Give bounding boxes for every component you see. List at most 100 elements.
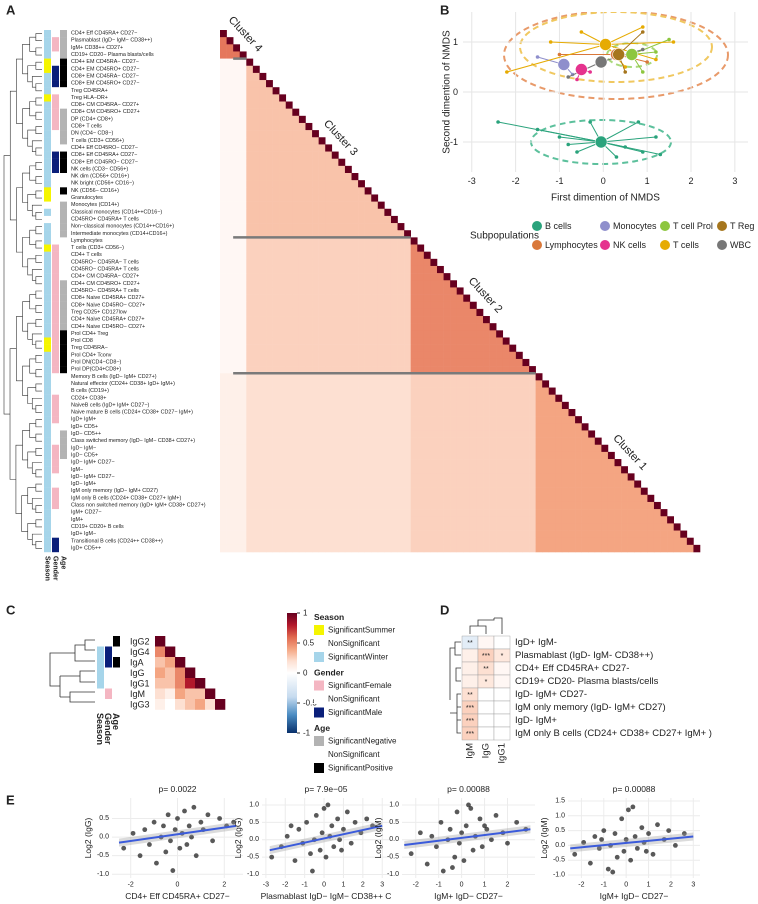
heatmap-cell [259, 94, 267, 102]
heatmap-cell [259, 373, 267, 381]
heatmap-cell [325, 358, 333, 367]
heatmap-cell [272, 201, 280, 210]
heatmap-cell [266, 437, 273, 446]
heatmap-cell [246, 366, 254, 374]
row-label: IgD- IgM+ [515, 715, 557, 726]
heatmap-cell [266, 223, 273, 231]
heatmap-cell [377, 537, 385, 546]
heatmap-cell [390, 294, 398, 303]
legend-label: B cells [545, 221, 572, 231]
point [634, 845, 640, 851]
heatmap-cell [430, 480, 438, 488]
heatmap-cell [607, 459, 615, 467]
dendrogram-branch [35, 111, 42, 120]
heatmap-cell [298, 516, 306, 524]
heatmap-cell [259, 173, 267, 181]
heatmap-cell [430, 337, 438, 345]
heatmap-cell [246, 94, 254, 102]
heatmap-cell [305, 394, 313, 403]
heatmap-cell [575, 509, 582, 517]
heatmap-cell [417, 544, 425, 553]
heatmap-cell [351, 330, 359, 338]
heatmap-cell [239, 330, 247, 338]
heatmap-cell [252, 251, 260, 260]
heatmap-cell [575, 523, 582, 531]
heatmap-cell [417, 530, 425, 538]
heatmap-cell [469, 308, 477, 317]
heatmap-cell [292, 459, 300, 467]
point [450, 865, 455, 870]
chart-title: p= 0.0022 [158, 784, 196, 794]
heatmap-cell [469, 430, 477, 438]
heatmap-cell [542, 537, 550, 546]
heatmap-cell [384, 501, 392, 510]
heatmap-cell [220, 523, 227, 531]
heatmap-cell [338, 258, 346, 267]
heatmap-cell [515, 516, 523, 524]
heatmap-cell [226, 165, 234, 174]
heatmap-cell [397, 437, 405, 446]
heatmap-cell [568, 459, 576, 467]
heatmap-cell [272, 258, 280, 267]
heatmap-cell [548, 459, 556, 467]
point [424, 861, 430, 867]
heatmap-cell [384, 287, 392, 295]
heatmap-cell [377, 487, 385, 496]
heatmap-cell [298, 416, 306, 424]
heatmap-cell [404, 287, 411, 295]
heatmap-cell [476, 358, 484, 367]
heatmap-cell [463, 509, 471, 517]
heatmap-cell [358, 194, 365, 202]
legend-label: NK cells [613, 240, 647, 250]
dendrogram-branch [27, 129, 36, 147]
heatmap-cell [594, 509, 602, 517]
heatmap-cell [404, 308, 411, 317]
heatmap-cell [476, 387, 484, 395]
row-label: NK bright (CD56+ CD16−) [71, 181, 134, 187]
heatmap-cell [318, 444, 326, 453]
heatmap-cell [312, 165, 319, 174]
heatmap-cell [312, 230, 319, 238]
heatmap-cell [456, 430, 464, 438]
heatmap-cell [443, 330, 451, 338]
annotation-cell [44, 273, 51, 281]
heatmap-cell [476, 408, 484, 417]
heatmap-cell [252, 80, 260, 88]
heatmap-cell [233, 151, 241, 160]
heatmap-cell [246, 230, 254, 238]
dendrogram-branch [35, 319, 42, 328]
heatmap-cell [529, 451, 536, 460]
heatmap-cell [266, 408, 273, 417]
heatmap-cell [285, 351, 293, 360]
heatmap-cell [430, 323, 438, 331]
heatmap-cell [483, 459, 490, 467]
row-label: IgM only B cells (CD24+ CD38+ CD27+ IgM+… [515, 728, 712, 739]
heatmap-cell [272, 308, 280, 317]
point [587, 860, 593, 866]
heatmap-cell [529, 537, 536, 546]
heatmap-cell [496, 366, 504, 374]
heatmap-cell [358, 466, 365, 474]
heatmap-cell [285, 358, 293, 367]
heatmap-cell [220, 323, 227, 331]
annotation-cell [113, 667, 120, 679]
annotation-cell [44, 30, 51, 38]
annotation-cell [105, 636, 112, 647]
dendrogram-branch [35, 290, 42, 299]
heatmap-cell [246, 130, 254, 138]
heatmap-cell [371, 223, 379, 231]
heatmap-cell [252, 230, 260, 238]
heatmap-cell [344, 323, 352, 331]
heatmap-cell [358, 401, 365, 410]
heatmap-cell [502, 380, 510, 388]
ellipse [503, 12, 729, 100]
heatmap-cell [450, 323, 458, 331]
point [557, 135, 562, 139]
heatmap-cell [305, 380, 313, 388]
heatmap-cell [351, 509, 359, 517]
heatmap-cell [305, 180, 313, 188]
heatmap-cell [575, 516, 582, 524]
heatmap-cell [423, 394, 431, 403]
heatmap-cell [397, 308, 405, 317]
heatmap-cell [233, 430, 241, 438]
